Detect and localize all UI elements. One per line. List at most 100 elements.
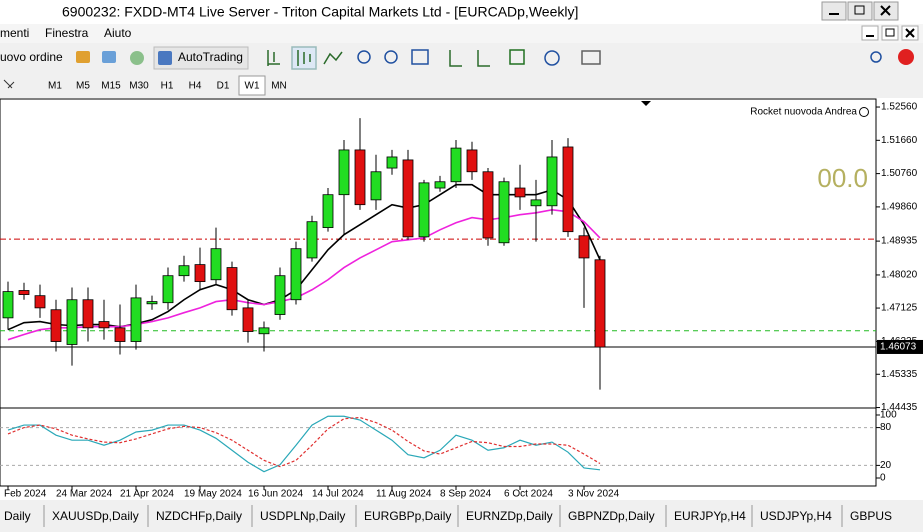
date-label: 11 Aug 2024 — [376, 489, 432, 500]
candle-body — [34, 295, 46, 309]
candle-body — [130, 297, 142, 342]
price-tick-label: 1.47125 — [881, 303, 918, 314]
candle-body — [226, 267, 238, 311]
candle-body — [146, 301, 158, 305]
timeframe-buttons: M1 M5 M15 M30 H1 H4 D1 W1 MN — [3, 75, 287, 96]
window-controls — [821, 1, 899, 21]
candle-body — [562, 146, 574, 233]
symbol-tab[interactable]: USDJPYp,H4 — [760, 509, 832, 523]
smiley-icon — [859, 107, 869, 117]
menu-item[interactable]: Finestra — [45, 26, 89, 40]
menu-item[interactable]: Aiuto — [104, 26, 132, 40]
symbol-tab[interactable]: EURGBPp,Daily — [364, 509, 451, 523]
date-label: 6 Oct 2024 — [504, 489, 553, 500]
candle-body — [354, 149, 366, 206]
menu-bar — [0, 24, 923, 43]
price-tick-label: 1.50760 — [881, 168, 918, 179]
timeframe-button[interactable]: MN — [271, 81, 287, 92]
candle-body — [466, 149, 478, 173]
symbol-tab[interactable]: USDPLNp,Daily — [260, 509, 345, 523]
date-label: 16 Jun 2024 — [248, 489, 303, 500]
timeframe-button[interactable]: M30 — [129, 81, 149, 92]
candle-body — [306, 221, 318, 259]
candle-body — [594, 259, 606, 348]
restore-button[interactable] — [847, 1, 873, 21]
candle-body — [290, 248, 302, 301]
timeframe-button[interactable]: W1 — [245, 81, 260, 92]
minimize-button[interactable] — [821, 1, 847, 21]
annotation: 00.0 — [817, 163, 868, 193]
candle-body — [114, 327, 126, 342]
price-tick-label: 1.44435 — [881, 402, 918, 413]
current-price-box — [877, 339, 923, 354]
candle-body — [578, 235, 590, 259]
candle-body — [98, 321, 110, 329]
toolbar-icons — [76, 46, 249, 70]
candle-body — [162, 275, 174, 304]
stochastic-chart — [0, 415, 876, 473]
price-tick-label: 1.48020 — [881, 270, 918, 281]
candle-body — [258, 327, 270, 335]
indicator-title: Rocket nuovoda Andrea — [750, 107, 857, 118]
stoch-line — [7, 415, 601, 473]
date-label: 19 May 2024 — [184, 489, 242, 500]
symbol-tab[interactable]: GBPNZDp,Daily — [568, 509, 655, 523]
candle-body — [274, 275, 286, 315]
timeframe-button[interactable]: H1 — [161, 81, 174, 92]
candle-body — [514, 187, 526, 198]
new-order-button[interactable]: uovo ordine — [0, 50, 63, 64]
toolbar-icons — [267, 46, 914, 70]
symbol-tabs: Daily XAUUSDp,Daily NZDCHFp,Daily USDPLNp,D… — [4, 505, 892, 527]
symbol-tab[interactable]: EURJPYp,H4 — [674, 509, 746, 523]
menu-item[interactable]: menti — [0, 26, 29, 40]
symbol-tab[interactable]: Daily — [4, 509, 31, 523]
symbol-tab[interactable]: EURNZDp,Daily — [466, 509, 553, 523]
timeframe-button[interactable]: M5 — [76, 81, 90, 92]
price-tick-label: 1.45335 — [881, 369, 918, 380]
candle-body — [434, 181, 446, 189]
date-label: 24 Mar 2024 — [56, 489, 113, 500]
timeframe-button[interactable]: M1 — [48, 81, 62, 92]
current-price-label: 1.46073 — [880, 342, 917, 353]
candle-body — [498, 181, 510, 244]
candle-body — [194, 264, 206, 283]
timeframe-button[interactable]: M15 — [101, 81, 121, 92]
timeframe-button[interactable]: D1 — [217, 81, 230, 92]
stoch-line — [7, 416, 601, 468]
candle-body — [338, 149, 350, 196]
candle-body — [402, 159, 414, 238]
candle-body — [450, 147, 462, 183]
candle-body — [530, 199, 542, 207]
candle-body — [82, 299, 94, 329]
mdi-controls — [861, 25, 919, 41]
stoch-tick-label: 100 — [880, 410, 897, 421]
date-label: 8 Sep 2024 — [440, 489, 492, 500]
candle-body — [546, 156, 558, 207]
stoch-tick-label: 20 — [880, 460, 892, 471]
candle-body — [50, 309, 62, 342]
price-tick-label: 1.51660 — [881, 135, 918, 146]
timeframe-button[interactable]: H4 — [189, 81, 202, 92]
stoch-tick-label: 80 — [880, 422, 892, 433]
candle-body — [178, 265, 190, 277]
candle-body — [18, 290, 30, 295]
candle-body — [482, 171, 494, 239]
tab-bar — [0, 500, 923, 532]
window-title: 6900232: FXDD-MT4 Live Server - Triton C… — [62, 4, 578, 20]
candle-body — [418, 182, 430, 238]
timeframe-bar — [0, 73, 923, 98]
candle-body — [370, 171, 382, 201]
date-label: 14 Jul 2024 — [312, 489, 364, 500]
draw-tool-icon — [3, 79, 15, 89]
axes: 1.52560 1.51660 1.50760 1.49860 1.48935 1.480… — [4, 102, 923, 500]
symbol-tab[interactable]: NZDCHFp,Daily — [156, 509, 242, 523]
symbol-tab[interactable]: XAUUSDp,Daily — [52, 509, 139, 523]
candle-body — [242, 307, 254, 332]
date-label: Feb 2024 — [4, 489, 47, 500]
candle-body — [210, 248, 222, 281]
symbol-tab[interactable]: GBPUS — [850, 509, 892, 523]
stoch-tick-label: 0 — [880, 473, 886, 484]
autotrading-button[interactable]: AutoTrading — [178, 50, 243, 64]
date-label: 21 Apr 2024 — [120, 489, 174, 500]
active-timeframe — [238, 75, 266, 96]
